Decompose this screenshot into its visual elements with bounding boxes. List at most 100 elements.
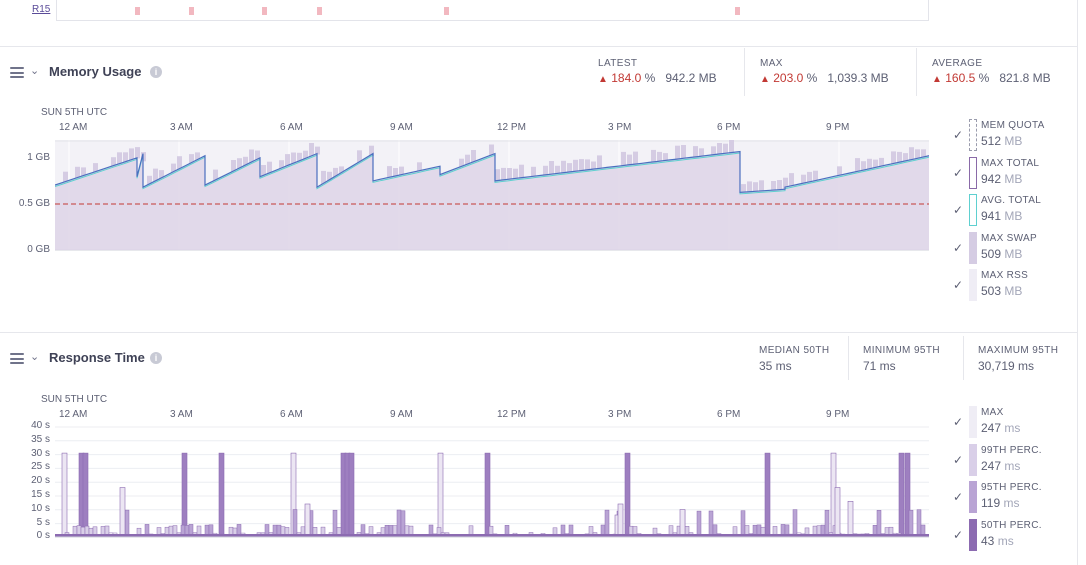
memory-swap-bar [333,167,338,178]
memory-swap-bar [681,145,686,159]
response-legend-item-max[interactable]: ✓ MAX 247 ms [953,405,1073,439]
memory-swap-bar [771,181,776,191]
memory-swap-bar [783,177,788,190]
memory-swap-bar [327,171,332,182]
response-menu-icon[interactable] [10,353,24,364]
memory-swap-bar [621,151,626,166]
memory-swap-bar [255,150,260,161]
checkmark-icon[interactable]: ✓ [953,240,964,255]
memory-x-tick: 3 AM [170,122,193,133]
stat-median-value: 35 ms [759,359,792,373]
memory-swap-bar [75,166,80,179]
memory-swap-bar [471,150,476,163]
memory-legend-item-max-total[interactable]: ✓ MAX TOTAL 942 MB [953,156,1073,190]
response-spike-bar [82,452,89,538]
r15-event-marker[interactable] [189,7,194,15]
r15-event-marker[interactable] [444,7,449,15]
response-bar [847,501,854,538]
response-bar [708,510,714,538]
legend-value: 247 ms [981,421,1021,435]
memory-swap-bar [513,168,518,179]
memory-swap-bar [591,161,596,170]
memory-usage-chart[interactable] [55,140,929,252]
chevron-down-icon[interactable]: ⌄ [30,351,40,363]
response-spike-bar [218,452,225,538]
stat-divider [744,48,745,96]
memory-swap-bar [393,168,398,177]
response-legend-item-95th-perc-[interactable]: ✓ 95TH PERC. 119 ms [953,480,1073,514]
memory-swap-bar [747,181,752,192]
memory-swap-bar [651,149,656,163]
memory-swap-bar [153,168,158,182]
checkmark-icon[interactable]: ✓ [953,452,964,467]
legend-value: 503 MB [981,284,1023,298]
response-bar [604,509,610,538]
memory-legend-item-mem-quota[interactable]: ✓ MEM QUOTA 512 MB [953,118,1073,152]
r15-link[interactable]: R15 [32,4,51,15]
memory-swap-bar [801,174,806,184]
response-bar [740,510,746,538]
checkmark-icon[interactable]: ✓ [953,128,964,142]
memory-swap-bar [573,159,578,172]
memory-swap-bar [159,170,164,180]
response-time-chart[interactable] [55,425,929,540]
memory-swap-bar [873,159,878,168]
checkmark-icon[interactable]: ✓ [953,278,964,292]
memory-swap-bar [897,151,902,163]
response-spike-bar [348,452,355,538]
stat-divider [848,336,849,380]
response-legend-item-50th-perc-[interactable]: ✓ 50TH PERC. 43 ms [953,518,1073,552]
memory-legend-item-avg-total[interactable]: ✓ AVG. TOTAL 941 MB [953,193,1073,227]
memory-swap-bar [495,169,500,181]
memory-legend-item-max-swap[interactable]: ✓ MAX SWAP 509 MB [953,231,1073,265]
response-x-tick: 3 AM [170,409,193,420]
checkmark-icon[interactable]: ✓ [953,165,964,180]
legend-value: 43 ms [981,533,1014,548]
memory-swap-bar [147,175,152,186]
memory-swap-bar [339,166,344,174]
response-bars [55,452,929,538]
memory-swap-bar [753,182,758,192]
stat-latest-value: ▲ 184.0 % 942.2 MB [598,71,717,85]
memory-swap-bar [633,151,638,165]
response-y-tick: 15 s [31,489,50,500]
r15-event-marker[interactable] [262,7,267,15]
section-divider [0,46,1078,47]
memory-swap-bar [261,165,266,177]
r15-event-marker[interactable] [317,7,322,15]
info-icon[interactable]: i [150,352,162,364]
checkmark-icon[interactable]: ✓ [953,527,964,542]
checkmark-icon[interactable]: ✓ [953,415,964,429]
response-x-tick: 6 PM [717,409,741,420]
memory-swap-bar [123,152,128,163]
checkmark-icon[interactable]: ✓ [953,490,964,504]
memory-swap-bar [279,160,284,169]
response-bar [876,510,882,538]
memory-swap-bar [585,159,590,171]
legend-label: MAX SWAP [981,232,1037,244]
memory-swap-bar [879,157,884,167]
memory-swap-bar [891,151,896,164]
memory-swap-bar [519,164,524,178]
memory-legend-item-max-rss[interactable]: ✓ MAX RSS 503 MB [953,268,1073,302]
chevron-down-icon[interactable]: ⌄ [30,65,40,77]
response-bar [304,503,311,538]
legend-label: MEM QUOTA [981,120,1045,131]
memory-menu-icon[interactable] [10,67,24,78]
stat-divider [916,48,917,96]
memory-swap-bar [249,149,254,164]
response-legend-item-99th-perc-[interactable]: ✓ 99TH PERC. 247 ms [953,443,1073,477]
memory-x-tick: 6 AM [280,122,303,133]
warning-triangle-icon: ▲ [760,74,770,85]
response-p50-baseline [55,534,929,537]
stat-max95-label: MAXIMUM 95TH [978,345,1059,356]
r15-event-marker[interactable] [735,7,740,15]
response-x-tick: 6 AM [280,409,303,420]
memory-y-tick: 0.5 GB [18,198,50,209]
memory-swap-bar [135,147,140,159]
legend-label: 99TH PERC. [981,444,1042,456]
legend-value: 247 ms [981,458,1021,473]
info-icon[interactable]: i [150,66,162,78]
checkmark-icon[interactable]: ✓ [953,203,964,217]
r15-event-marker[interactable] [135,7,140,15]
